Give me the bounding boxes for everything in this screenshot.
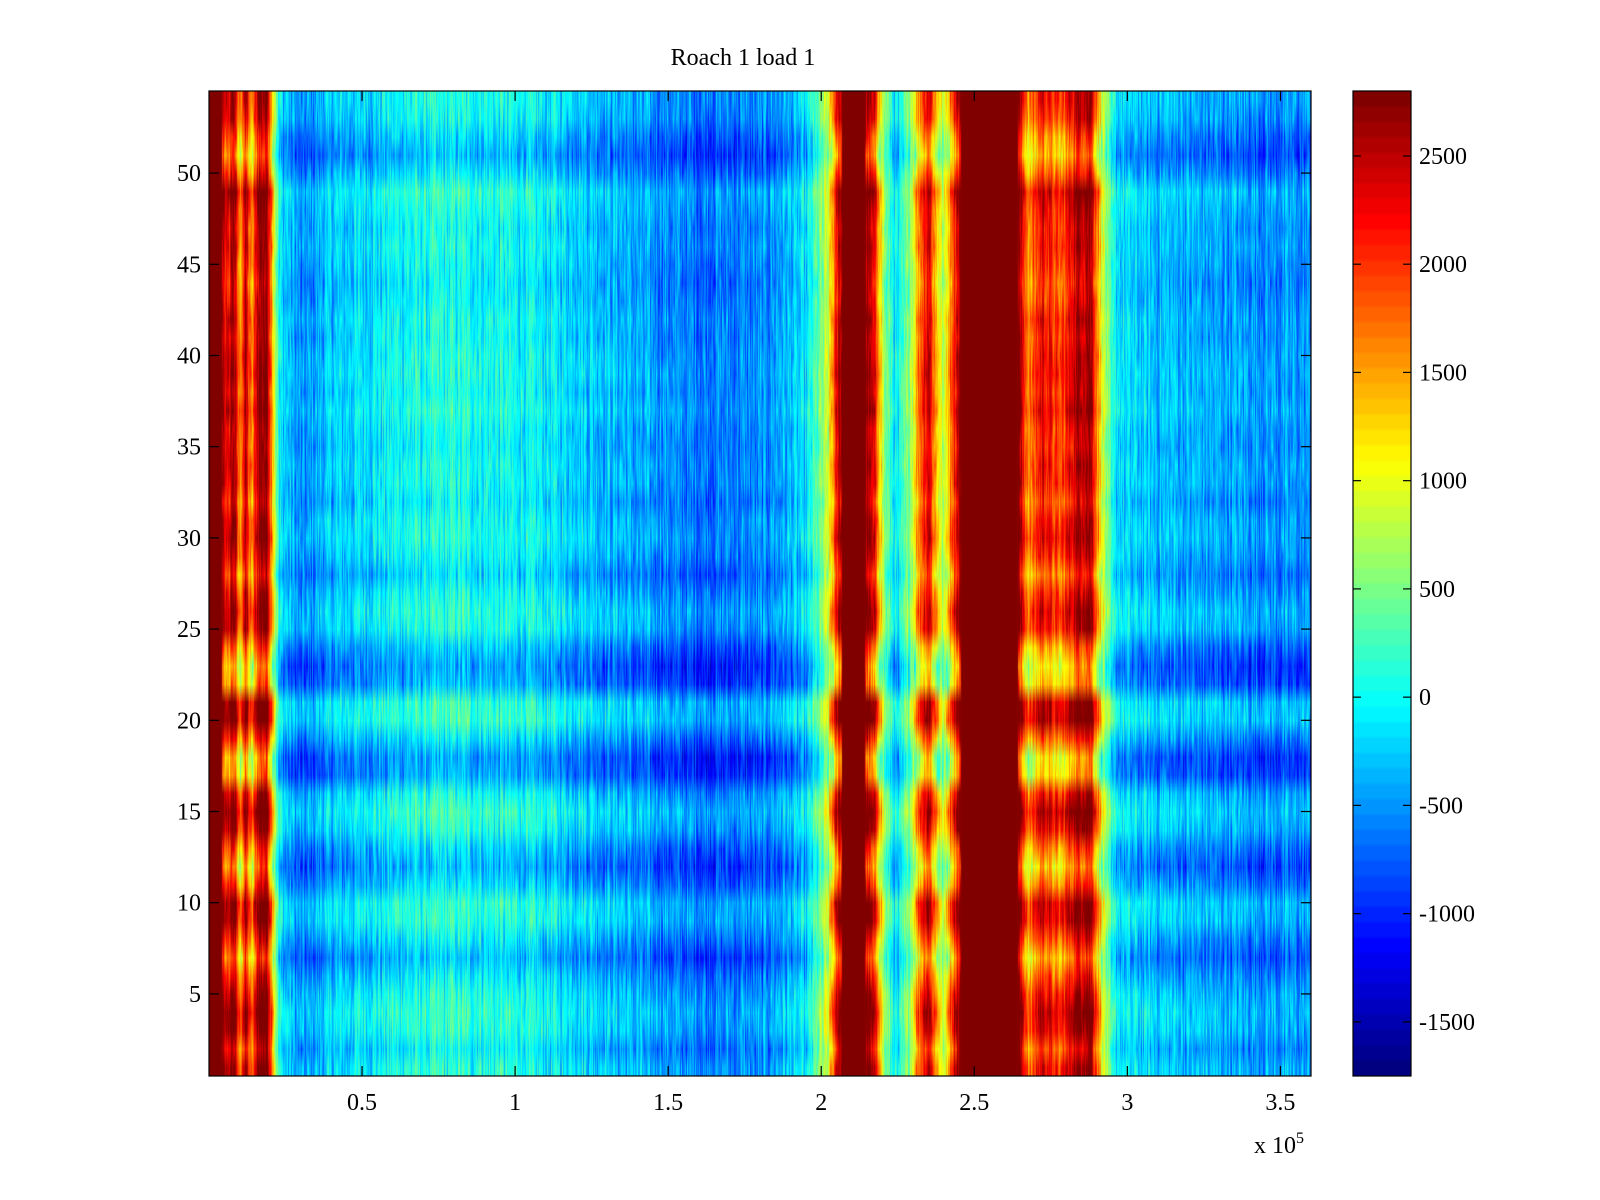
- colorbar-tick-label-1000: 1000: [1419, 469, 1467, 495]
- x-tick-label-2: 2: [815, 1090, 827, 1116]
- colorbar-tick-label--1500: -1500: [1419, 1010, 1475, 1036]
- y-tick-label-45: 45: [177, 252, 201, 278]
- colorbar-tick-label--1000: -1000: [1419, 902, 1475, 928]
- colorbar-tick-label-500: 500: [1419, 577, 1455, 603]
- y-tick-label-20: 20: [177, 708, 201, 734]
- y-tick-label-10: 10: [177, 891, 201, 917]
- plot-area-frame: [208, 90, 1312, 1077]
- x-tick-label-1: 1: [509, 1090, 521, 1116]
- y-tick-label-50: 50: [177, 161, 201, 187]
- x-tick-label-0.5: 0.5: [347, 1090, 377, 1116]
- x-axis-multiplier-exponent: 5: [1296, 1130, 1304, 1147]
- colorbar-tick-label-2500: 2500: [1419, 144, 1467, 170]
- heatmap-image: [209, 91, 1311, 1076]
- colorbar-tick-label--500: -500: [1419, 793, 1463, 819]
- y-tick-label-30: 30: [177, 526, 201, 552]
- y-tick-label-40: 40: [177, 343, 201, 369]
- chart-title: Roach 1 load 1: [671, 45, 816, 71]
- y-axis: 5 10 15 20 25 30 35 40 45 50: [177, 161, 1311, 1008]
- colorbar-frame: [1352, 90, 1412, 1077]
- colorbar-tick-label-2000: 2000: [1419, 252, 1467, 278]
- x-tick-label-1.5: 1.5: [653, 1090, 683, 1116]
- x-tick-label-3.5: 3.5: [1265, 1090, 1295, 1116]
- x-tick-label-2.5: 2.5: [959, 1090, 989, 1116]
- colorbar: -1500 -1000 -500 0 500 1000 1500 2000 2500: [1352, 90, 1475, 1077]
- colorbar-gradient: [1353, 91, 1411, 1076]
- y-tick-label-35: 35: [177, 435, 201, 461]
- y-tick-label-25: 25: [177, 617, 201, 643]
- y-tick-label-5: 5: [189, 982, 201, 1008]
- x-tick-label-3: 3: [1121, 1090, 1133, 1116]
- heatmap-layer: [209, 91, 1311, 1076]
- x-axis-multiplier-base: x 10: [1254, 1133, 1296, 1159]
- colorbar-ticks: -1500 -1000 -500 0 500 1000 1500 2000 2500: [1353, 144, 1475, 1036]
- y-tick-label-15: 15: [177, 800, 201, 826]
- colorbar-tick-label-1500: 1500: [1419, 360, 1467, 386]
- x-axis-multiplier: x 105: [1254, 1130, 1304, 1159]
- colorbar-tick-label-0: 0: [1419, 685, 1431, 711]
- x-axis: 0.5 1 1.5 2 2.5 3 3.5: [347, 91, 1295, 1116]
